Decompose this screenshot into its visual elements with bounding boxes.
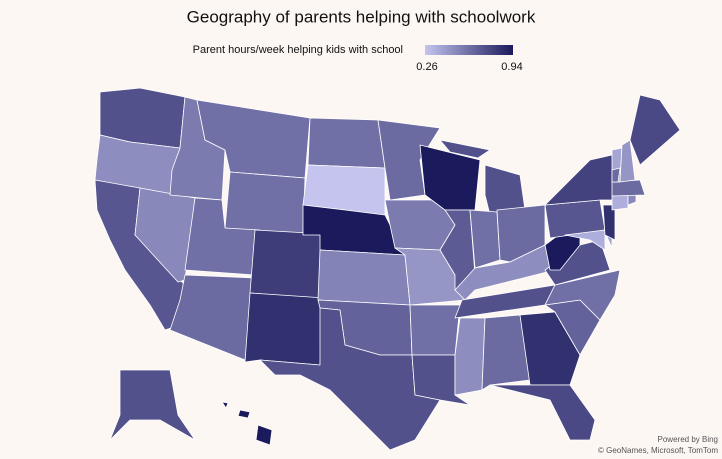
state-region [602,204,616,241]
state-region [221,401,273,446]
state-region [469,209,501,269]
state-region [317,249,411,306]
state-region [224,171,306,236]
state-region [307,117,386,169]
legend-min: 0.26 [416,61,437,73]
state-region [544,269,621,321]
attribution: Powered by Bing [658,435,718,444]
state-region [169,274,256,361]
state-region [109,369,196,441]
state-region [409,304,461,356]
legend-gradient [425,45,513,55]
state-region [629,94,681,166]
state-region [259,307,441,451]
legend-title: Parent hours/week helping kids with scho… [193,44,403,56]
states [94,87,681,451]
state-region [519,311,581,386]
attribution: © GeoNames, Microsoft, TomTom [598,446,718,455]
state-region [244,292,326,366]
state-region [611,167,621,183]
state-region [619,139,636,183]
map-title: Geography of parents helping with school… [187,7,536,26]
state-region [481,314,531,391]
state-region [454,244,556,301]
legend-max: 0.94 [501,61,522,73]
state-region [489,384,596,441]
state-region [564,229,606,251]
state-region [454,317,486,396]
